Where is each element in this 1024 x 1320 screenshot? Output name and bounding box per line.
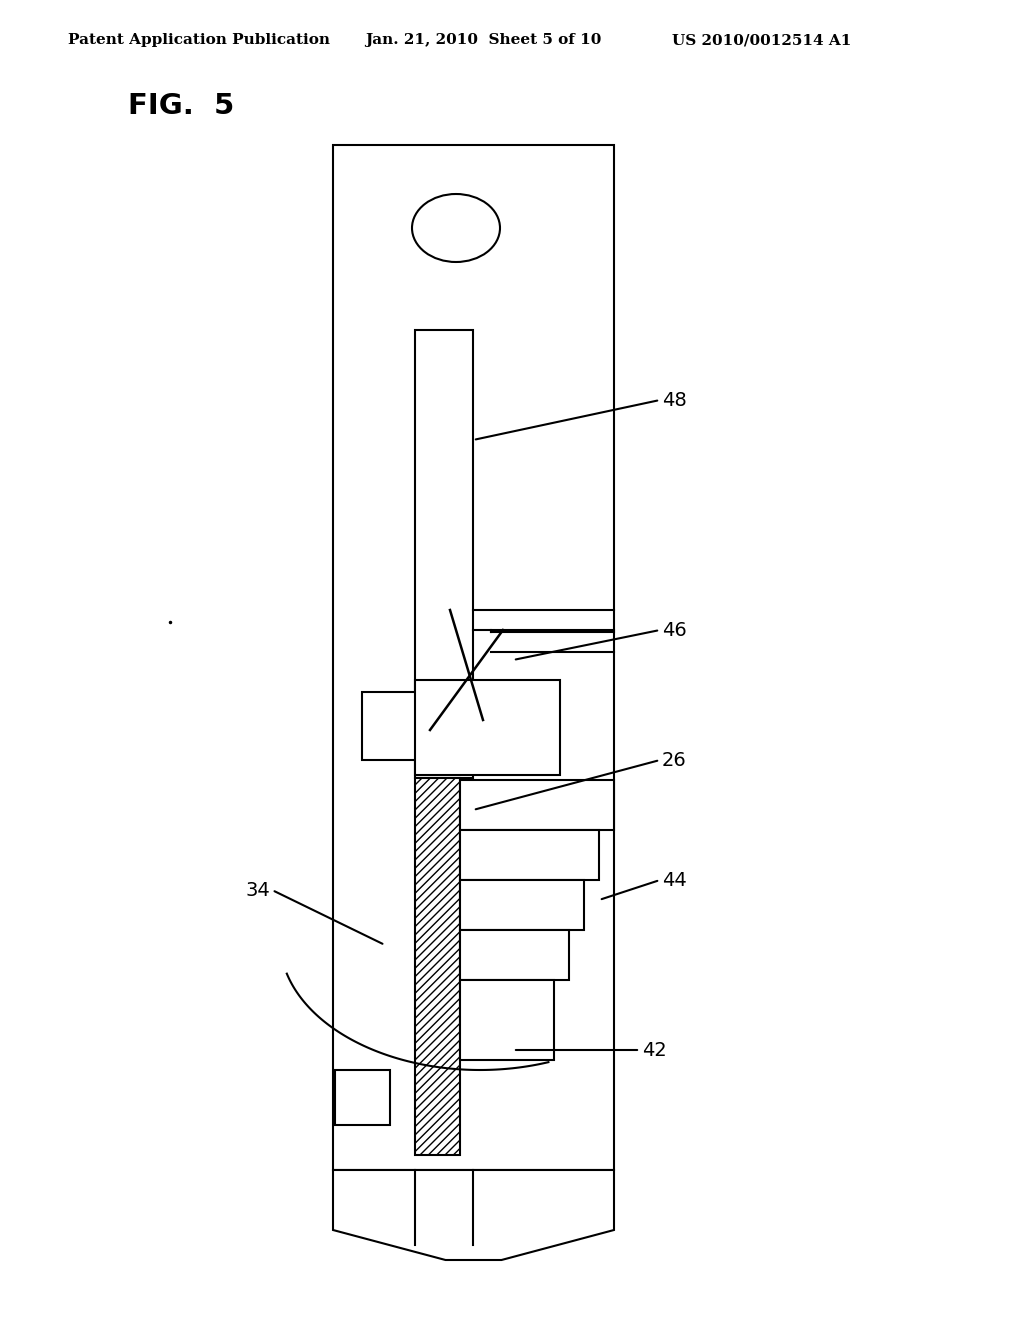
Bar — [460, 931, 569, 979]
Bar — [415, 680, 560, 775]
Text: 26: 26 — [662, 751, 687, 770]
Text: 34: 34 — [246, 880, 270, 899]
Bar — [362, 692, 417, 760]
Text: Jan. 21, 2010  Sheet 5 of 10: Jan. 21, 2010 Sheet 5 of 10 — [365, 33, 601, 48]
Polygon shape — [333, 1170, 614, 1261]
Bar — [460, 830, 599, 880]
Bar — [415, 777, 460, 1155]
Text: FIG.  5: FIG. 5 — [128, 92, 234, 120]
Bar — [415, 330, 473, 777]
Text: US 2010/0012514 A1: US 2010/0012514 A1 — [672, 33, 851, 48]
Ellipse shape — [412, 194, 500, 261]
Bar — [460, 780, 614, 830]
Text: 42: 42 — [642, 1040, 667, 1060]
Text: 44: 44 — [662, 870, 687, 890]
Bar — [460, 880, 584, 931]
Bar — [333, 145, 614, 1170]
Bar — [460, 979, 554, 1060]
Text: 46: 46 — [662, 620, 687, 639]
Bar — [335, 1071, 390, 1125]
Text: Patent Application Publication: Patent Application Publication — [68, 33, 330, 48]
Text: 48: 48 — [662, 391, 687, 409]
